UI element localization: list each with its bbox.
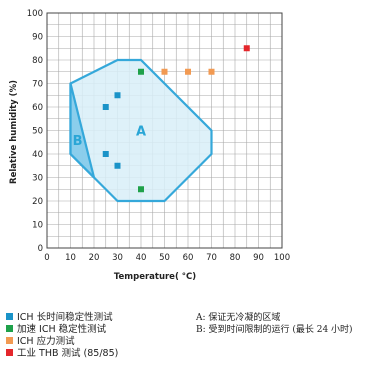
legend-swatch [6,337,13,344]
regions: AB [69,58,213,203]
legend-label: ICH 长时间稳定性测试 [17,312,113,323]
data-point [102,151,109,157]
legend-item-industrial-thb: 工业 THB 测试 (85/85) [6,348,118,360]
legend-swatch [6,313,13,320]
legend-item-accelerated-ich: 加速 ICH 稳定性测试 [6,324,106,336]
tick-labels: 0 10 20 30 40 50 60 70 80 90 100 0 10 20 30 40 50 60 70 80 9… [27,9,290,263]
chart: AB 0 10 20 30 40 50 60 70 80 90 100010203040506070… [9,9,290,282]
x-tick-label: 70 [206,253,217,263]
region-b [69,82,96,179]
y-tick-label: 40 [32,150,43,160]
y-tick-label: 100 [27,9,43,19]
legend-label: ICH 应力测试 [17,336,75,347]
data-point [161,68,168,75]
data-point [243,45,250,52]
y-tick-label: 30 [32,174,43,184]
data-point [114,92,121,99]
y-tick-label: 10 [32,221,43,231]
y-axis-label: Relative humidity (%) [9,80,19,184]
y-tick-label: 50 [32,127,43,137]
region-label-a: A [136,125,146,140]
x-tick-label: 100 [274,253,290,263]
legend: ICH 长时间稳定性测试 加速 ICH 稳定性测试 ICH 应力测试 工业 TH… [6,310,386,365]
x-tick-label: 80 [230,253,241,263]
y-tick-label: 80 [32,56,43,66]
data-point [208,68,215,75]
y-tick-label: 0 [38,244,43,254]
x-axis-label: Temperature( °C) [114,272,196,282]
y-tick-label: 70 [32,80,43,90]
x-tick-label: 10 [65,253,76,263]
x-tick-label: 60 [183,253,194,263]
data-point [102,104,109,110]
legend-swatch [6,349,13,356]
x-tick-label: 0 [44,253,49,263]
x-tick-label: 90 [253,253,264,263]
data-point [138,186,144,193]
plot-border [46,12,283,249]
legend-item-ich-long-term: ICH 长时间稳定性测试 [6,312,113,324]
note-region-a: A: 保证无冷凝的区域 [196,313,281,323]
data-point [138,68,144,75]
data-points [102,45,250,193]
legend-label: 工业 THB 测试 (85/85) [17,348,119,359]
legend-swatch [6,325,13,332]
legend-item-ich-stress: ICH 应力测试 [6,336,75,348]
x-tick-label: 50 [159,253,170,263]
region-label-b: B [73,134,83,149]
y-tick-label: 90 [32,33,43,43]
x-tick-label: 20 [89,253,100,263]
data-point [185,68,191,75]
x-tick-label: 30 [112,253,123,263]
legend-label: 加速 ICH 稳定性测试 [17,324,107,335]
data-point [114,162,121,169]
y-tick-label: 20 [32,197,43,207]
note-region-b: B: 受到时间限制的运行 (最长 24 小时) [196,325,353,335]
x-tick-label: 40 [136,253,147,263]
plot-frame [46,12,283,249]
y-tick-label: 60 [32,103,43,113]
